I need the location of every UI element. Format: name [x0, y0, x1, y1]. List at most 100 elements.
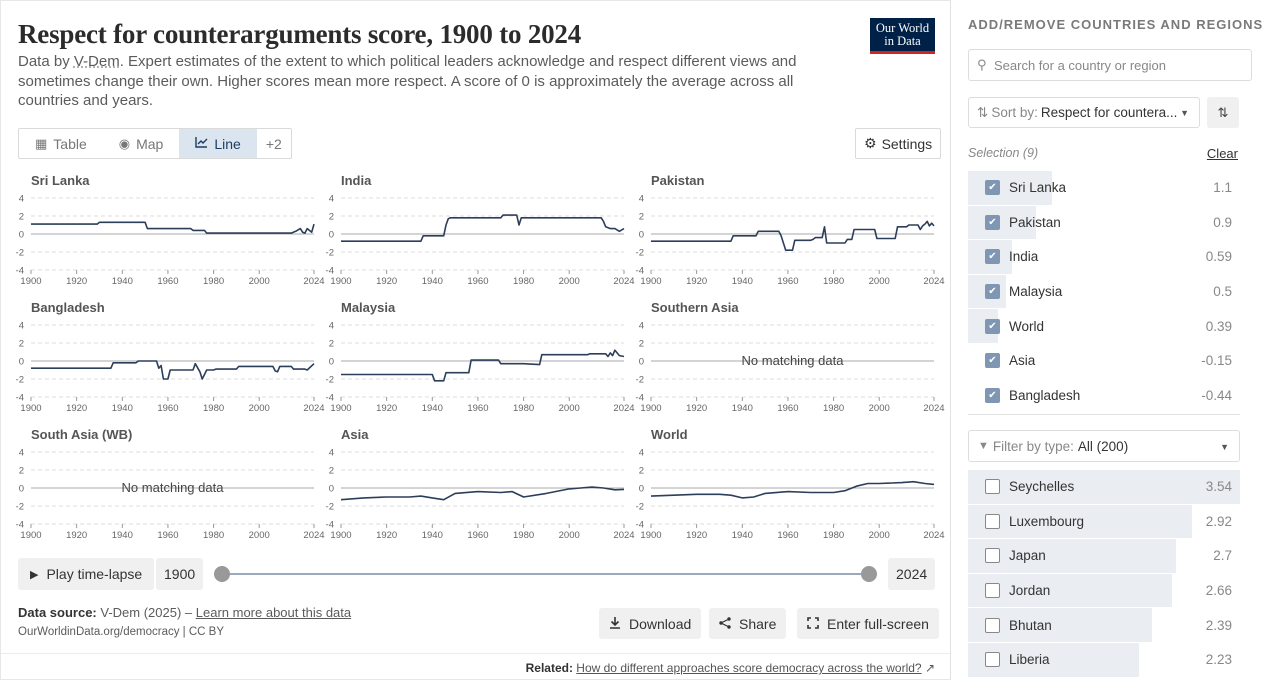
fullscreen-button[interactable]: Enter full-screen	[797, 608, 939, 639]
checkbox[interactable]: ✔	[985, 284, 1000, 300]
checkbox[interactable]	[985, 548, 1000, 564]
entity-row[interactable]: ✔ Asia -0.15	[968, 344, 1240, 379]
x-tick-label: 2000	[559, 403, 580, 414]
play-timelapse-button[interactable]: ▶ Play time-lapse	[18, 558, 155, 590]
entity-row[interactable]: Luxembourg 2.92	[968, 504, 1240, 540]
x-tick-label: 2000	[249, 276, 270, 287]
tab-table[interactable]: ▦ Table	[19, 129, 103, 158]
entity-row[interactable]: ✔ Sri Lanka 1.1	[968, 171, 1240, 206]
search-input[interactable]: ⚲ Search for a country or region	[968, 49, 1252, 81]
sort-direction-button[interactable]: ⇅	[1207, 97, 1239, 128]
entity-row[interactable]: Japan 2.7	[968, 539, 1240, 574]
tab-map[interactable]: ◉ Map	[103, 129, 180, 158]
checkbox[interactable]: ✔	[985, 353, 1000, 369]
related-link[interactable]: How do different approaches score democr…	[576, 661, 922, 675]
source-link[interactable]: V-Dem	[73, 53, 120, 70]
entity-name: India	[1009, 249, 1039, 265]
checkbox[interactable]: ✔	[985, 249, 1000, 265]
x-tick-label: 1960	[157, 403, 178, 414]
entity-row[interactable]: ✔ Pakistan 0.9	[968, 205, 1240, 241]
value-bar	[968, 504, 1193, 539]
subtitle-text: . Expert estimates of the extent to whic…	[18, 53, 797, 109]
entity-row[interactable]: Liberia 2.23	[968, 642, 1240, 678]
tab-more[interactable]: +2	[265, 135, 282, 152]
chart-panel-title: South Asia (WB)	[31, 427, 132, 442]
checkbox[interactable]	[985, 652, 1000, 668]
y-tick-label: 0	[19, 230, 24, 241]
y-tick-label: -4	[16, 266, 24, 277]
sort-icon: ⇅	[977, 104, 989, 120]
x-tick-label: 1900	[640, 403, 661, 414]
share-button[interactable]: Share	[709, 608, 787, 639]
sort-dropdown[interactable]: ⇅ Sort by: Respect for countera... ▼	[968, 97, 1200, 128]
settings-label: Settings	[881, 135, 933, 152]
checkbox[interactable]: ✔	[985, 214, 1000, 230]
entity-row[interactable]: ✔ Bangladesh -0.44	[968, 379, 1240, 414]
y-tick-label: 0	[329, 230, 334, 241]
settings-button[interactable]: ⚙ Settings	[855, 128, 942, 159]
checkbox[interactable]	[985, 617, 1000, 633]
tab-line[interactable]: Line	[179, 129, 257, 158]
entity-row[interactable]: ✔ India 0.59	[968, 240, 1240, 275]
checkbox[interactable]: ✔	[985, 387, 1000, 403]
entity-row[interactable]: Seychelles 3.54	[968, 470, 1240, 505]
checkbox[interactable]: ✔	[985, 180, 1000, 196]
checkbox[interactable]	[985, 583, 1000, 599]
entity-row[interactable]: Bhutan 2.39	[968, 608, 1240, 643]
entity-name: Luxembourg	[1009, 513, 1085, 529]
x-tick-label: 2024	[923, 530, 944, 541]
y-tick-label: -4	[16, 520, 24, 531]
x-tick-label: 1960	[157, 276, 178, 287]
learn-more-link[interactable]: Learn more about this data	[195, 605, 352, 620]
chart-panel-title: Southern Asia	[651, 300, 739, 315]
x-tick-label: 1940	[422, 403, 443, 414]
x-tick-label: 1920	[66, 403, 87, 414]
series-line	[650, 480, 935, 499]
value-bar	[968, 539, 1176, 573]
value-bar	[968, 573, 1173, 608]
clear-button[interactable]: Clear	[1206, 146, 1238, 161]
download-button[interactable]: Download	[599, 608, 702, 639]
x-tick-label: 2024	[303, 403, 324, 414]
timeline-track[interactable]	[222, 573, 869, 575]
entity-value: 2.92	[1205, 513, 1232, 529]
chart-panel-title: Bangladesh	[31, 300, 105, 315]
y-tick-label: 0	[639, 484, 644, 495]
end-handle[interactable]	[861, 566, 877, 582]
license-text: OurWorldinData.org/democracy | CC BY	[18, 626, 225, 638]
y-tick-label: 2	[19, 212, 24, 223]
owid-logo[interactable]: Our World in Data	[870, 18, 935, 54]
y-tick-label: -2	[326, 248, 334, 259]
y-tick-label: -4	[326, 393, 334, 404]
x-tick-label: 1980	[513, 276, 534, 287]
y-tick-label: 0	[19, 484, 24, 495]
search-icon: ⚲	[977, 57, 987, 72]
x-tick-label: 1980	[823, 276, 844, 287]
y-tick-label: -4	[326, 266, 334, 277]
y-tick-label: 4	[639, 194, 644, 205]
x-tick-label: 2000	[869, 530, 890, 541]
start-handle[interactable]	[214, 566, 230, 582]
entity-row[interactable]: ✔ Malaysia 0.5	[968, 274, 1240, 310]
share-label: Share	[739, 615, 777, 632]
entity-row[interactable]: Jordan 2.66	[968, 573, 1240, 609]
x-tick-label: 1960	[467, 403, 488, 414]
x-tick-label: 1920	[686, 403, 707, 414]
x-tick-label: 1980	[823, 530, 844, 541]
checkbox[interactable]	[985, 479, 1000, 495]
x-tick-label: 1900	[330, 530, 351, 541]
entity-row[interactable]: ✔ World 0.39	[968, 309, 1240, 344]
x-tick-label: 1980	[203, 403, 224, 414]
filter-dropdown[interactable]: ▼ Filter by type: All (200) ▼	[968, 430, 1240, 462]
checkbox[interactable]	[985, 513, 1000, 529]
x-tick-label: 1900	[20, 530, 41, 541]
logo-line: Our World	[875, 21, 930, 35]
checkbox[interactable]: ✔	[985, 318, 1000, 334]
x-tick-label: 1940	[422, 276, 443, 287]
filter-value: All (200)	[1077, 438, 1129, 454]
entity-value: 3.54	[1205, 479, 1232, 495]
x-tick-label: 1940	[732, 403, 753, 414]
